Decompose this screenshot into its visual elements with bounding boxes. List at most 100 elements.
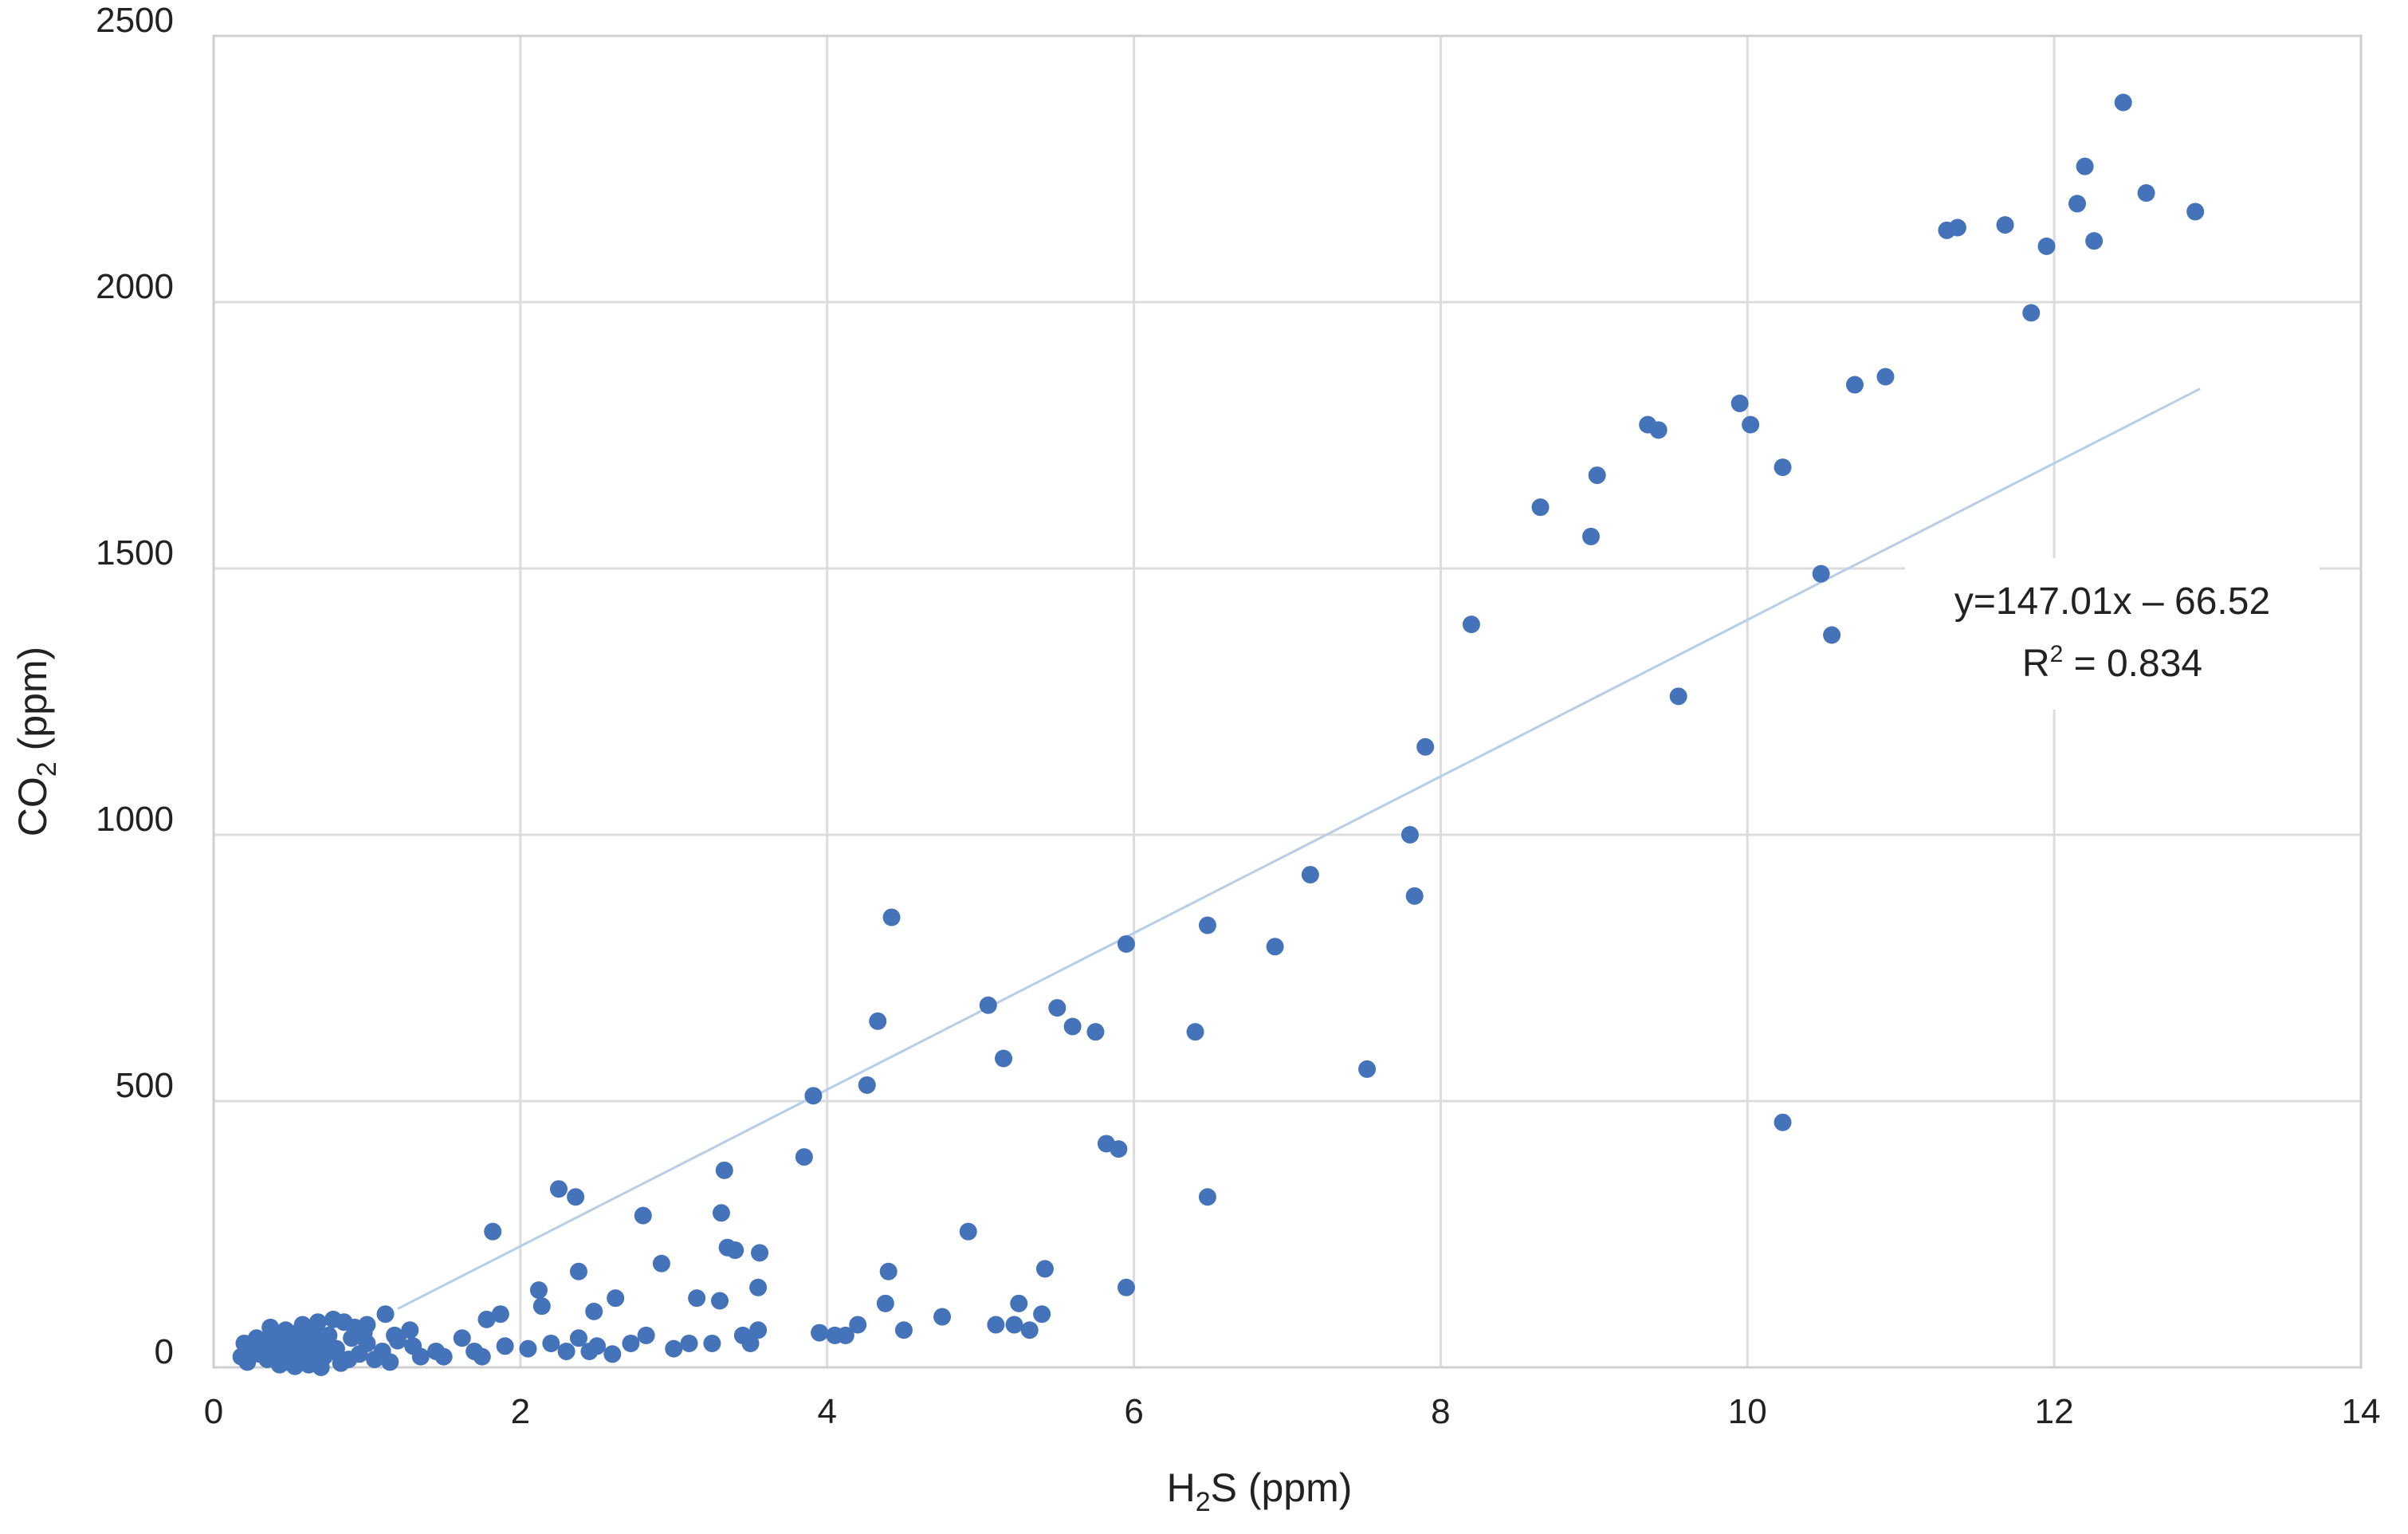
trendline-equation: y=147.01x – 66.52 xyxy=(1954,580,2270,623)
data-point xyxy=(1845,376,1864,394)
data-point xyxy=(293,1316,312,1334)
data-point xyxy=(749,1321,768,1339)
r2-symbol: R xyxy=(2022,643,2050,685)
data-point xyxy=(529,1281,548,1300)
data-points xyxy=(232,93,2205,1376)
data-point xyxy=(1198,916,1216,934)
data-point xyxy=(680,1334,698,1352)
data-point xyxy=(434,1347,453,1366)
y-axis-title-main: CO xyxy=(10,777,55,836)
x-tick-label: 12 xyxy=(2035,1392,2074,1431)
data-point xyxy=(1582,527,1601,545)
data-point xyxy=(1462,616,1480,634)
data-point xyxy=(1948,218,1966,237)
data-point xyxy=(726,1241,744,1260)
equation-box-bg xyxy=(1905,558,2320,710)
data-point xyxy=(1649,421,1668,439)
data-point xyxy=(1774,458,1792,477)
data-point xyxy=(2076,157,2094,175)
plot-frame xyxy=(212,34,2363,1369)
data-point xyxy=(1774,1113,1792,1131)
y-tick-label: 1500 xyxy=(96,533,174,572)
data-point xyxy=(858,1076,876,1094)
data-point xyxy=(749,1278,768,1296)
data-point xyxy=(712,1204,730,1222)
data-point xyxy=(1876,368,1895,386)
data-point xyxy=(381,1353,399,1371)
data-point xyxy=(607,1289,625,1308)
y-tick-label: 2500 xyxy=(96,1,174,40)
data-point xyxy=(270,1355,289,1374)
data-point xyxy=(1048,999,1067,1017)
y-tick-label: 1000 xyxy=(96,800,174,839)
data-point xyxy=(1110,1140,1128,1158)
data-point xyxy=(272,1337,290,1355)
data-point xyxy=(285,1357,304,1375)
data-point xyxy=(1198,1188,1216,1206)
data-point xyxy=(569,1329,587,1347)
data-point xyxy=(603,1345,622,1363)
data-point xyxy=(637,1326,655,1344)
data-point xyxy=(2022,304,2041,322)
data-point xyxy=(622,1334,640,1352)
data-point xyxy=(473,1347,491,1366)
data-point xyxy=(246,1337,264,1355)
data-point xyxy=(2085,232,2104,250)
data-point xyxy=(795,1148,813,1166)
data-point xyxy=(292,1329,310,1347)
x-tick-label: 0 xyxy=(204,1392,223,1431)
data-point xyxy=(2068,195,2087,213)
data-point xyxy=(491,1305,509,1324)
data-point xyxy=(324,1310,343,1328)
r-squared-label: R2 = 0.834 xyxy=(2022,641,2202,685)
data-point xyxy=(355,1324,373,1342)
data-point xyxy=(1266,938,1284,956)
data-point xyxy=(1400,826,1419,844)
x-axis-title: H2S (ppm) xyxy=(1167,1465,1353,1517)
data-point xyxy=(1063,1017,1082,1036)
x-axis-title-rest: S (ppm) xyxy=(1211,1465,1353,1510)
data-point xyxy=(688,1289,706,1308)
data-point xyxy=(519,1339,537,1358)
data-point xyxy=(879,1262,898,1280)
data-point xyxy=(549,1180,568,1198)
data-point xyxy=(634,1206,652,1225)
data-point xyxy=(1117,934,1135,953)
data-point xyxy=(882,908,901,926)
data-point xyxy=(308,1313,327,1331)
data-point xyxy=(1301,866,1319,884)
data-point xyxy=(1669,687,1687,706)
data-point xyxy=(569,1262,587,1280)
data-point xyxy=(869,1012,887,1030)
x-tick-label: 6 xyxy=(1124,1392,1143,1431)
data-point xyxy=(995,1049,1013,1068)
data-point xyxy=(1812,564,1830,583)
data-point xyxy=(959,1222,977,1241)
data-point xyxy=(987,1316,1005,1334)
data-point xyxy=(1186,1023,1204,1041)
x-tick-labels: 0 2 4 6 8 10 12 14 xyxy=(204,1392,2381,1431)
data-point xyxy=(836,1326,854,1344)
trendline xyxy=(397,387,2201,1310)
data-point xyxy=(453,1329,471,1347)
data-point xyxy=(1416,738,1435,756)
data-point xyxy=(1742,415,1760,434)
data-point xyxy=(1531,498,1550,517)
data-point xyxy=(703,1334,721,1352)
data-point xyxy=(1588,466,1606,485)
data-point xyxy=(1823,626,1841,644)
data-point xyxy=(261,1318,280,1336)
x-axis-title-subscript: 2 xyxy=(1196,1487,1211,1517)
data-point xyxy=(411,1347,430,1366)
data-point xyxy=(557,1342,575,1360)
data-point xyxy=(1405,887,1424,905)
data-point xyxy=(277,1321,295,1339)
y-axis-title-rest: (ppm) xyxy=(10,647,55,761)
data-point xyxy=(933,1308,952,1326)
data-point xyxy=(751,1244,769,1262)
data-point xyxy=(532,1297,551,1316)
data-point xyxy=(585,1302,603,1320)
data-point xyxy=(2186,203,2205,221)
data-point xyxy=(332,1354,350,1372)
